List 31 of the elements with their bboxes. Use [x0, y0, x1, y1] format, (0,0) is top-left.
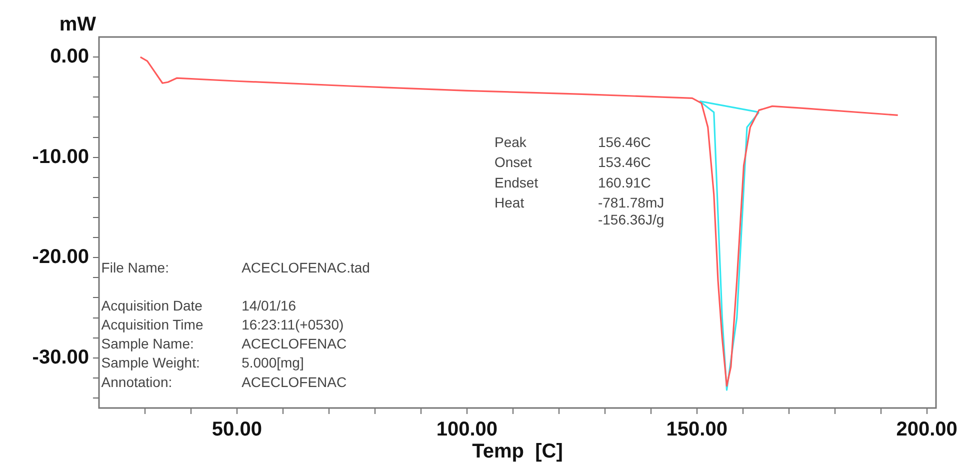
y-tick-label: -30.00	[32, 346, 89, 368]
annotation: Onset	[494, 154, 532, 170]
annotation: Sample Weight:	[101, 354, 200, 371]
x-tick-label: 200.00	[896, 418, 958, 441]
annotation: ACECLOFENAC.tad	[242, 259, 370, 276]
annotation: Acquisition Date	[101, 298, 203, 314]
annotation: -781.78mJ	[598, 194, 664, 210]
y-tick-label: 0.00	[50, 46, 89, 68]
annotation: Peak	[494, 134, 528, 150]
annotation: 16:23:11(+0530)	[242, 316, 344, 333]
annotation: 156.46C	[598, 134, 651, 150]
annotation: ACECLOFENAC	[242, 374, 347, 390]
annotation: Endset	[494, 174, 538, 190]
annotation: -156.36J/g	[598, 211, 664, 228]
annotation: Heat	[494, 194, 524, 210]
annotation: File Name:	[101, 259, 169, 276]
annotation: 153.46C	[598, 154, 651, 170]
annotation: Sample Name:	[101, 336, 194, 352]
annotation: Acquisition Time	[101, 316, 204, 333]
x-tick-label: 100.00	[436, 418, 498, 441]
y-axis-title: mW	[59, 14, 96, 36]
x-tick-label: 50.00	[212, 418, 262, 441]
annotation: ACECLOFENAC	[242, 336, 347, 352]
x-tick-label: 150.00	[666, 418, 728, 441]
annotation: 5.000[mg]	[242, 354, 304, 371]
x-axis-title: Temp [C]	[472, 440, 563, 463]
y-tick-label: -10.00	[32, 146, 89, 168]
annotation: 160.91C	[598, 174, 651, 190]
annotation: Annotation:	[101, 374, 172, 390]
annotation: 14/01/16	[242, 298, 296, 314]
y-tick-label: -20.00	[32, 246, 89, 268]
